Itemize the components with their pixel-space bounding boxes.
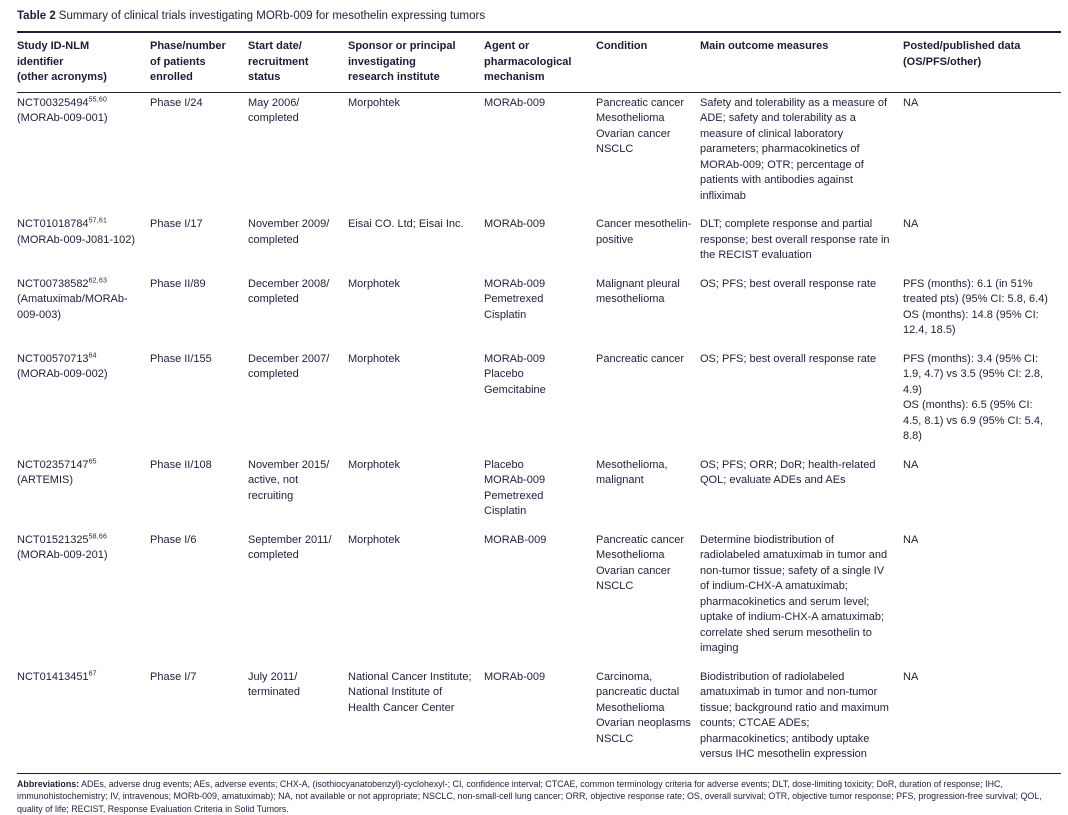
cell-posted-data: PFS (months): 3.4 (95% CI: 1.9, 4.7) vs … bbox=[903, 349, 1061, 455]
cell-condition: Mesothelioma, malignant bbox=[596, 455, 700, 530]
cell-posted-data: NA bbox=[903, 92, 1061, 214]
column-header: Sponsor or principal investigating resea… bbox=[348, 32, 484, 92]
cell-outcome-measures: OS; PFS; best overall response rate bbox=[700, 349, 903, 455]
cell-phase: Phase I/24 bbox=[150, 92, 248, 214]
cell-outcome-measures: OS; PFS; ORR; DoR; health-related QOL; e… bbox=[700, 455, 903, 530]
abbreviations-label: Abbreviations: bbox=[17, 779, 79, 789]
cell-agent: MORAb-009 bbox=[484, 92, 596, 214]
cell-outcome-measures: OS; PFS; best overall response rate bbox=[700, 274, 903, 349]
cell-outcome-measures: Determine biodistribution of radiolabele… bbox=[700, 530, 903, 667]
cell-start-date: May 2006/ completed bbox=[248, 92, 348, 214]
cell-sponsor: Eisai CO. Ltd; Eisai Inc. bbox=[348, 214, 484, 274]
cell-study-id: NCT0032549455,60 (MORAb-009-001) bbox=[17, 92, 150, 214]
cell-start-date: September 2011/ completed bbox=[248, 530, 348, 667]
study-acronym: (ARTEMIS) bbox=[17, 473, 142, 489]
cell-sponsor: Morpohtek bbox=[348, 92, 484, 214]
table-row: NCT0032549455,60 (MORAb-009-001) Phase I/… bbox=[17, 92, 1061, 214]
cell-agent: MORAb-009 bbox=[484, 214, 596, 274]
column-header: Condition bbox=[596, 32, 700, 92]
cell-agent: MORAb-009 Pemetrexed Cisplatin bbox=[484, 274, 596, 349]
cell-outcome-measures: DLT; complete response and partial respo… bbox=[700, 214, 903, 274]
cell-agent: Placebo MORAb-009 Pemetrexed Cisplatin bbox=[484, 455, 596, 530]
cell-study-id: NCT0057071364 (MORAb-009-002) bbox=[17, 349, 150, 455]
cell-outcome-measures: Safety and tolerability as a measure of … bbox=[700, 92, 903, 214]
cell-posted-data: PFS (months): 6.1 (in 51% treated pts) (… bbox=[903, 274, 1061, 349]
clinical-trials-table: Study ID-NLM identifier (other acronyms)… bbox=[17, 31, 1061, 774]
cell-condition: Pancreatic cancer bbox=[596, 349, 700, 455]
cell-sponsor: National Cancer Institute; National Inst… bbox=[348, 667, 484, 774]
cell-study-id: NCT0141345167 bbox=[17, 667, 150, 774]
table-header-row: Study ID-NLM identifier (other acronyms)… bbox=[17, 32, 1061, 92]
cell-start-date: July 2011/ terminated bbox=[248, 667, 348, 774]
table-row: NCT0141345167 Phase I/7 July 2011/ termi… bbox=[17, 667, 1061, 774]
study-id: NCT02357147 bbox=[17, 459, 89, 471]
reference-superscript: 57,61 bbox=[89, 217, 108, 224]
cell-agent: MORAb-009 Placebo Gemcitabine bbox=[484, 349, 596, 455]
reference-superscript: 64 bbox=[89, 352, 97, 359]
cell-agent: MORAb-009 bbox=[484, 667, 596, 774]
cell-phase: Phase II/108 bbox=[150, 455, 248, 530]
cell-outcome-measures: Biodistribution of radiolabeled amatuxim… bbox=[700, 667, 903, 774]
study-id: NCT00570713 bbox=[17, 353, 89, 365]
cell-study-id: NCT0101878457,61 (MORAb-009-J081-102) bbox=[17, 214, 150, 274]
study-id: NCT00738582 bbox=[17, 278, 89, 290]
cell-condition: Malignant pleural mesothelioma bbox=[596, 274, 700, 349]
study-acronym: (MORAb-009-001) bbox=[17, 111, 142, 127]
cell-condition: Pancreatic cancer Mesothelioma Ovarian c… bbox=[596, 530, 700, 667]
cell-posted-data: NA bbox=[903, 530, 1061, 667]
cell-phase: Phase II/89 bbox=[150, 274, 248, 349]
study-acronym: (MORAb-009-002) bbox=[17, 367, 142, 383]
cell-posted-data: NA bbox=[903, 455, 1061, 530]
cell-sponsor: Morphotek bbox=[348, 530, 484, 667]
cell-condition: Cancer mesothelin-positive bbox=[596, 214, 700, 274]
cell-sponsor: Morphotek bbox=[348, 349, 484, 455]
study-acronym: (Amatuximab/MORAb-009-003) bbox=[17, 292, 142, 323]
table-row: NCT0073858262,63 (Amatuximab/MORAb-009-00… bbox=[17, 274, 1061, 349]
cell-start-date: December 2007/ completed bbox=[248, 349, 348, 455]
cell-sponsor: Morphotek bbox=[348, 274, 484, 349]
abbreviations-text: ADEs, adverse drug events; AEs, adverse … bbox=[17, 779, 1042, 814]
cell-phase: Phase I/7 bbox=[150, 667, 248, 774]
cell-posted-data: NA bbox=[903, 667, 1061, 774]
study-id: NCT01018784 bbox=[17, 218, 89, 230]
study-acronym: (MORAb-009-J081-102) bbox=[17, 233, 142, 249]
cell-study-id: NCT0152132558,66 (MORAb-009-201) bbox=[17, 530, 150, 667]
column-header: Posted/published data (OS/PFS/other) bbox=[903, 32, 1061, 92]
table-row: NCT0101878457,61 (MORAb-009-J081-102) Pha… bbox=[17, 214, 1061, 274]
cell-sponsor: Morphotek bbox=[348, 455, 484, 530]
column-header: Agent or pharmacological mechanism bbox=[484, 32, 596, 92]
column-header: Start date/ recruitment status bbox=[248, 32, 348, 92]
cell-condition: Pancreatic cancer Mesothelioma Ovarian c… bbox=[596, 92, 700, 214]
table-number: Table 2 bbox=[17, 10, 56, 22]
reference-superscript: 65 bbox=[89, 458, 97, 465]
cell-start-date: November 2015/ active, not recruiting bbox=[248, 455, 348, 530]
cell-phase: Phase I/17 bbox=[150, 214, 248, 274]
study-id: NCT00325494 bbox=[17, 97, 89, 109]
cell-agent: MORAB-009 bbox=[484, 530, 596, 667]
cell-phase: Phase II/155 bbox=[150, 349, 248, 455]
cell-study-id: NCT0073858262,63 (Amatuximab/MORAb-009-00… bbox=[17, 274, 150, 349]
table-row: NCT0057071364 (MORAb-009-002) Phase II/15… bbox=[17, 349, 1061, 455]
study-acronym: (MORAb-009-201) bbox=[17, 548, 142, 564]
reference-superscript: 67 bbox=[89, 670, 97, 677]
column-header: Study ID-NLM identifier (other acronyms) bbox=[17, 32, 150, 92]
study-id: NCT01413451 bbox=[17, 671, 89, 683]
table-row: NCT0235714765 (ARTEMIS) Phase II/108 Nove… bbox=[17, 455, 1061, 530]
reference-superscript: 55,60 bbox=[89, 96, 108, 103]
table-caption: Summary of clinical trials investigating… bbox=[59, 10, 485, 22]
column-header: Phase/number of patients enrolled bbox=[150, 32, 248, 92]
abbreviations-note: Abbreviations: ADEs, adverse drug events… bbox=[17, 778, 1061, 815]
cell-condition: Carcinoma, pancreatic ductal Mesotheliom… bbox=[596, 667, 700, 774]
cell-phase: Phase I/6 bbox=[150, 530, 248, 667]
reference-superscript: 62,63 bbox=[89, 277, 108, 284]
cell-start-date: December 2008/ completed bbox=[248, 274, 348, 349]
cell-posted-data: NA bbox=[903, 214, 1061, 274]
cell-study-id: NCT0235714765 (ARTEMIS) bbox=[17, 455, 150, 530]
cell-start-date: November 2009/ completed bbox=[248, 214, 348, 274]
column-header: Main outcome measures bbox=[700, 32, 903, 92]
study-id: NCT01521325 bbox=[17, 534, 89, 546]
table-row: NCT0152132558,66 (MORAb-009-201) Phase I/… bbox=[17, 530, 1061, 667]
reference-superscript: 58,66 bbox=[89, 533, 108, 540]
